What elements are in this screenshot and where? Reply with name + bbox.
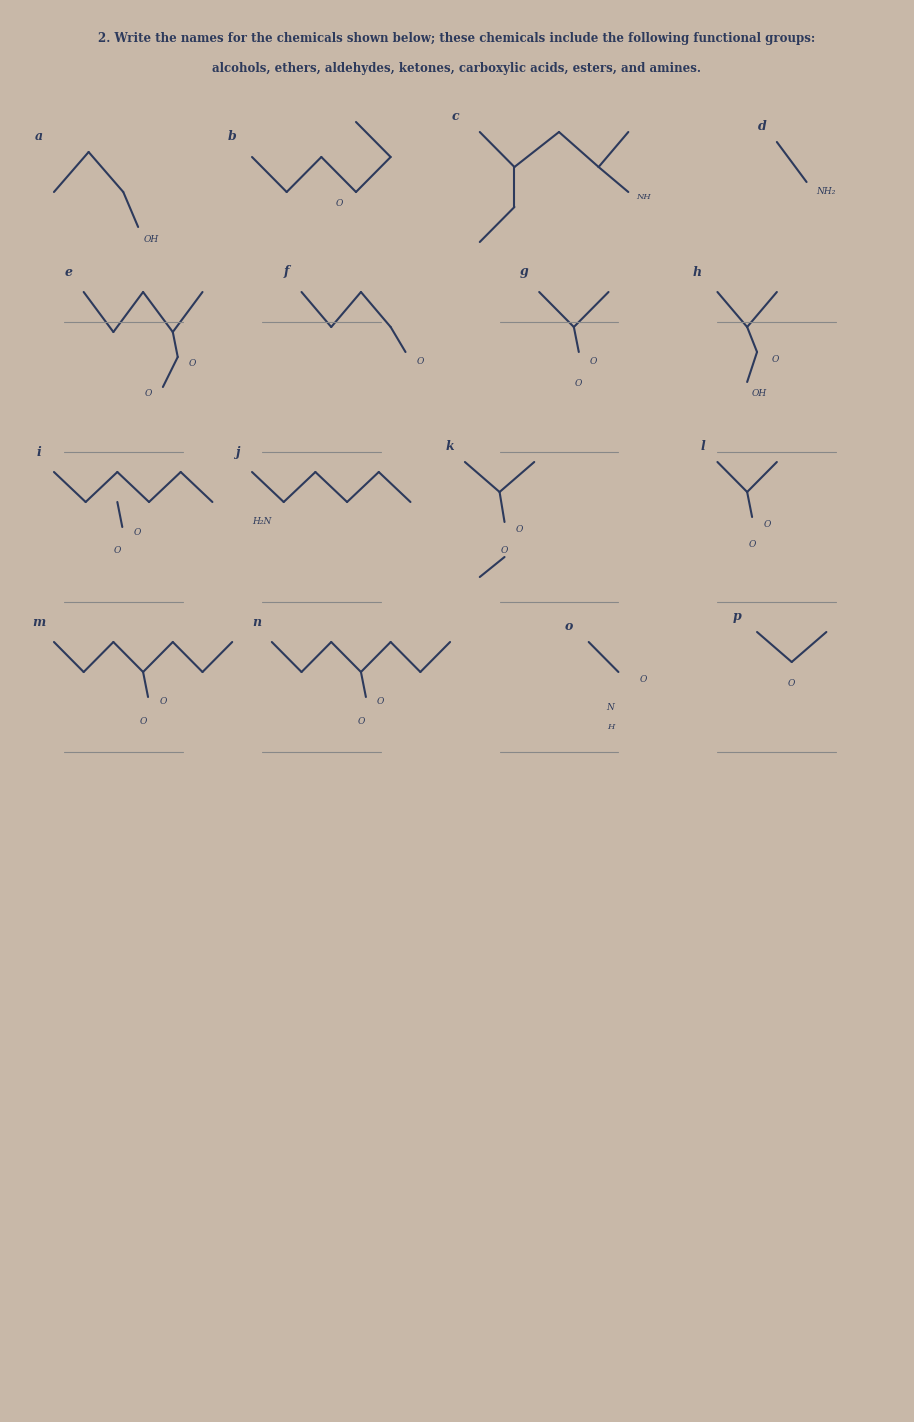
Text: O: O bbox=[133, 528, 141, 536]
Text: n: n bbox=[252, 616, 261, 629]
Text: H: H bbox=[607, 722, 614, 731]
Text: O: O bbox=[501, 546, 508, 555]
Text: b: b bbox=[228, 131, 237, 144]
Text: H₂N: H₂N bbox=[252, 518, 271, 526]
Text: a: a bbox=[35, 131, 43, 144]
Text: NH: NH bbox=[636, 193, 651, 201]
Text: O: O bbox=[515, 526, 523, 535]
Text: O: O bbox=[335, 199, 343, 209]
Text: O: O bbox=[763, 519, 771, 529]
Text: alcohols, ethers, aldehydes, ketones, carboxylic acids, esters, and amines.: alcohols, ethers, aldehydes, ketones, ca… bbox=[212, 63, 702, 75]
Text: O: O bbox=[575, 380, 582, 388]
Text: h: h bbox=[693, 266, 702, 279]
Text: k: k bbox=[446, 441, 454, 454]
Text: O: O bbox=[788, 680, 795, 688]
Text: p: p bbox=[733, 610, 741, 623]
Text: N: N bbox=[607, 702, 614, 711]
Text: O: O bbox=[771, 356, 779, 364]
Text: i: i bbox=[37, 445, 41, 458]
Text: o: o bbox=[565, 620, 573, 633]
Text: g: g bbox=[520, 266, 528, 279]
Text: m: m bbox=[33, 616, 46, 629]
Text: l: l bbox=[700, 441, 705, 454]
Text: O: O bbox=[144, 390, 152, 398]
Text: 2. Write the names for the chemicals shown below; these chemicals include the fo: 2. Write the names for the chemicals sho… bbox=[99, 33, 815, 46]
Text: e: e bbox=[65, 266, 73, 279]
Text: O: O bbox=[159, 698, 166, 707]
Text: OH: OH bbox=[751, 390, 767, 398]
Text: d: d bbox=[758, 121, 766, 134]
Text: O: O bbox=[377, 698, 385, 707]
Text: f: f bbox=[284, 266, 290, 279]
Text: O: O bbox=[357, 718, 365, 727]
Text: j: j bbox=[235, 445, 239, 458]
Text: O: O bbox=[189, 360, 197, 368]
Text: OH: OH bbox=[143, 236, 159, 245]
Text: O: O bbox=[140, 718, 147, 727]
Text: O: O bbox=[749, 539, 756, 549]
Text: O: O bbox=[113, 546, 121, 555]
Text: O: O bbox=[640, 675, 647, 684]
Text: O: O bbox=[590, 357, 598, 367]
Text: NH₂: NH₂ bbox=[817, 188, 836, 196]
Text: c: c bbox=[452, 111, 459, 124]
Text: O: O bbox=[417, 357, 424, 367]
